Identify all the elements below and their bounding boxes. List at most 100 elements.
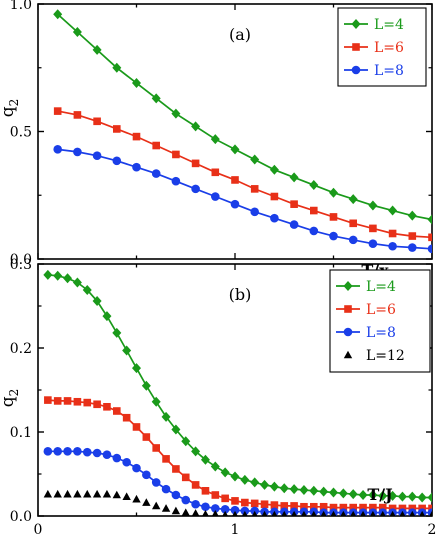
data-point (358, 490, 368, 500)
data-point (122, 345, 132, 356)
series-L=4 (43, 269, 432, 503)
data-point (349, 219, 357, 228)
data-point (112, 490, 121, 499)
data-point (172, 150, 180, 159)
y-axis-label-main: q (0, 106, 18, 117)
data-point (201, 487, 210, 495)
data-point (102, 489, 112, 498)
data-point (291, 510, 297, 516)
data-point (181, 473, 190, 482)
data-point (132, 363, 141, 374)
data-point (53, 489, 62, 498)
data-point (132, 162, 141, 172)
legend: L=4 L=6 L=8 L=12 (329, 269, 431, 373)
series-line (57, 148, 432, 250)
data-point (191, 446, 201, 457)
data-point (309, 180, 319, 191)
data-point (378, 503, 387, 512)
data-point (427, 214, 432, 225)
data-point (200, 454, 210, 465)
data-point (250, 477, 260, 488)
data-point (319, 486, 329, 497)
data-point (250, 207, 259, 217)
legend-label: L=8 (374, 63, 404, 79)
data-point (301, 510, 307, 516)
data-point (427, 492, 432, 503)
series-L=8 (53, 145, 432, 254)
y-tick-label: 0.1 (10, 425, 32, 441)
series-L=6 (44, 396, 432, 513)
legend-marker (351, 65, 361, 75)
series-line (47, 399, 432, 510)
data-point (181, 436, 191, 447)
y-tick-label: 0.5 (10, 125, 32, 141)
data-point (112, 327, 122, 338)
data-point (330, 510, 337, 516)
data-point (202, 510, 209, 516)
data-point (171, 176, 181, 186)
data-point (388, 490, 398, 501)
y-tick-label: 0.2 (10, 341, 32, 357)
data-point (368, 200, 378, 211)
data-point (230, 144, 240, 155)
data-point (191, 499, 200, 509)
series-line (47, 274, 432, 499)
legend-label: L=6 (374, 40, 404, 56)
legend-item: L=12 (343, 348, 405, 364)
y-tick-label: 0.0 (10, 252, 32, 268)
data-point (44, 396, 52, 404)
legend-marker (343, 350, 353, 359)
data-point (368, 490, 378, 500)
data-point (269, 481, 279, 492)
legend-marker (352, 43, 360, 51)
data-point (240, 474, 250, 485)
data-point (122, 492, 131, 500)
data-point (151, 93, 161, 104)
data-point (83, 489, 92, 498)
data-point (151, 478, 161, 487)
data-point (279, 483, 289, 494)
data-point (280, 502, 289, 510)
data-point (427, 244, 432, 254)
data-point (53, 9, 63, 20)
data-point (309, 485, 319, 496)
data-point (172, 465, 180, 473)
data-point (132, 494, 141, 503)
data-point (142, 433, 151, 441)
data-point (142, 498, 151, 506)
data-point (92, 489, 102, 498)
y-tick-label: 0.0 (10, 509, 32, 525)
data-point (269, 164, 279, 175)
data-point (191, 509, 200, 516)
data-point (310, 206, 318, 215)
data-point (181, 508, 190, 516)
data-point (370, 510, 376, 516)
data-point (181, 495, 191, 505)
data-point (171, 108, 181, 119)
data-point (348, 489, 358, 500)
data-point (162, 455, 170, 463)
data-point (339, 503, 348, 512)
legend-item: L=4 (344, 17, 404, 33)
data-point (338, 488, 348, 499)
data-point (142, 470, 151, 480)
panel-b: 0.00.10.20.30 1 2L=4L=6L=8L=12(b)T/Jq2 (0, 257, 436, 538)
legend-label: L=6 (366, 302, 396, 318)
data-point (232, 510, 238, 516)
data-point (63, 273, 73, 284)
data-point (63, 489, 72, 498)
data-point (103, 403, 111, 411)
data-point (250, 499, 259, 508)
x-tick-label: 0 (34, 522, 43, 538)
data-point (211, 168, 220, 177)
data-point (368, 239, 378, 248)
data-point (191, 159, 200, 168)
data-point (388, 229, 397, 238)
legend-item: L=8 (344, 63, 404, 79)
data-point (73, 397, 82, 406)
y-tick-label: 0.3 (10, 257, 32, 273)
data-point (43, 269, 53, 280)
data-point (329, 503, 338, 512)
data-point (329, 487, 338, 498)
data-point (231, 497, 239, 505)
